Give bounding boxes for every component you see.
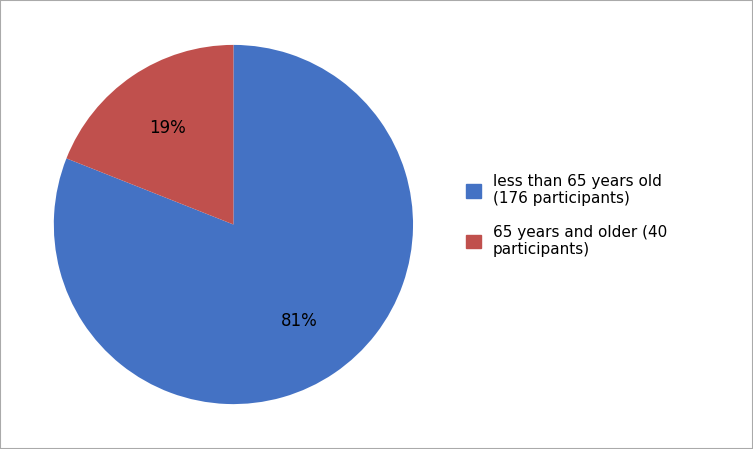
Text: 81%: 81% — [281, 312, 318, 330]
Text: 19%: 19% — [149, 119, 186, 137]
Wedge shape — [66, 45, 233, 225]
Wedge shape — [53, 45, 413, 404]
Legend: less than 65 years old
(176 participants), 65 years and older (40
participants): less than 65 years old (176 participants… — [459, 168, 673, 263]
